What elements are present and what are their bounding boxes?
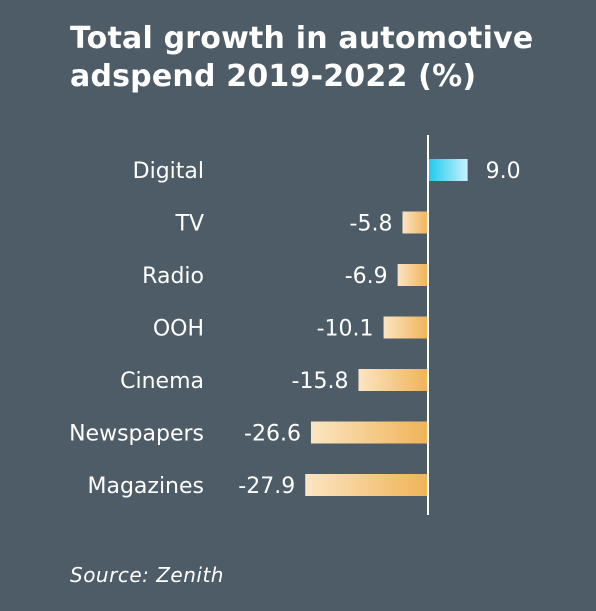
- chart-title-line-2: adspend 2019-2022 (%): [70, 59, 477, 94]
- bar-cinema: [358, 369, 428, 391]
- bar-digital: [428, 159, 468, 181]
- category-label: Magazines: [87, 474, 204, 499]
- bar-magazines: [305, 474, 428, 496]
- category-label: Radio: [142, 264, 204, 289]
- value-label: -5.8: [350, 212, 393, 237]
- source-note: Source: Zenith: [70, 563, 224, 587]
- category-label: TV: [175, 212, 205, 237]
- bar-ooh: [383, 316, 428, 339]
- category-label: Newspapers: [69, 422, 204, 447]
- value-label: -27.9: [238, 474, 295, 499]
- value-label: -26.6: [244, 422, 301, 447]
- value-label: -15.8: [292, 369, 349, 394]
- category-label: Digital: [133, 159, 204, 184]
- chart-title-line-1: Total growth in automotive: [70, 21, 534, 56]
- category-label: OOH: [153, 317, 204, 342]
- chart-title: Total growth in automotive adspend 2019-…: [70, 20, 570, 96]
- value-label: 9.0: [486, 159, 521, 184]
- bar-tv: [402, 211, 428, 234]
- bar-newspapers: [310, 421, 428, 444]
- value-label: -6.9: [345, 264, 388, 289]
- bar-radio: [397, 264, 428, 286]
- category-label: Cinema: [120, 369, 204, 394]
- value-label: -10.1: [317, 317, 374, 342]
